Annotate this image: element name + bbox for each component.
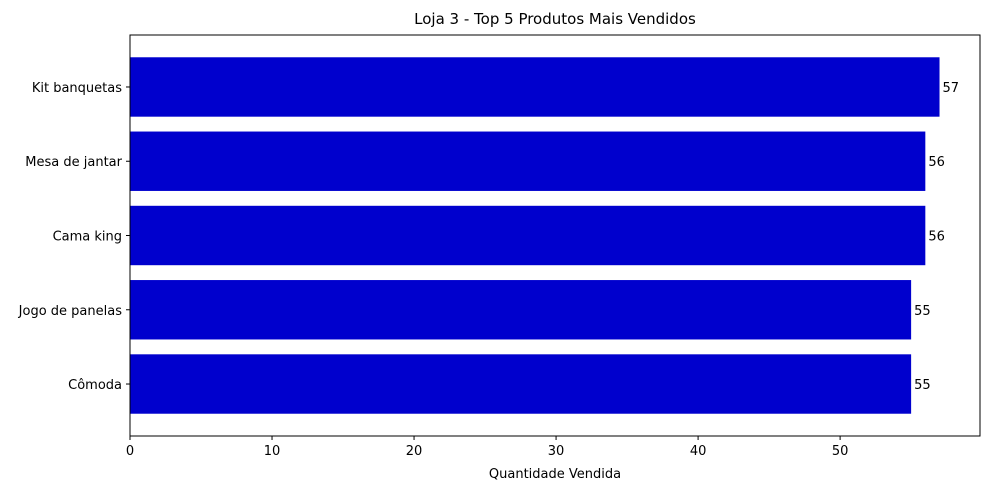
- data-label: 56: [928, 230, 945, 245]
- bar-jogo-de-panelas: [130, 280, 912, 340]
- x-tick-label: 40: [690, 444, 707, 459]
- bar-mesa-de-jantar: [130, 131, 926, 191]
- x-axis-label: Quantidade Vendida: [489, 467, 621, 482]
- x-tick-label: 20: [406, 444, 423, 459]
- x-tick-label: 30: [548, 444, 565, 459]
- y-tick-label: Cama king: [53, 230, 122, 245]
- x-tick-label: 50: [832, 444, 849, 459]
- data-label: 55: [914, 378, 931, 393]
- bar-cama-king: [130, 205, 926, 266]
- data-label: 57: [943, 81, 960, 96]
- bar-kit-banquetas: [130, 57, 940, 117]
- y-tick-label: Cômoda: [68, 378, 122, 393]
- y-tick-label: Jogo de panelas: [18, 304, 123, 319]
- y-tick-label: Mesa de jantar: [25, 155, 122, 170]
- plot-frame: [129, 34, 981, 437]
- data-labels: 57 56 56 55 55: [914, 81, 959, 393]
- data-label: 55: [914, 304, 931, 319]
- x-axis-ticks: 0 10 20 30 40 50: [126, 436, 849, 459]
- x-tick-label: 10: [264, 444, 281, 459]
- y-tick-labels: Kit banquetas Mesa de jantar Cama king Jogo…: [18, 81, 130, 393]
- y-tick-label: Kit banquetas: [32, 81, 122, 96]
- bar-c-moda: [130, 354, 912, 414]
- data-label: 56: [928, 155, 945, 170]
- bars-layer: [130, 57, 940, 414]
- x-tick-label: 0: [126, 444, 134, 459]
- chart-title: Loja 3 - Top 5 Produtos Mais Vendidos: [414, 10, 696, 28]
